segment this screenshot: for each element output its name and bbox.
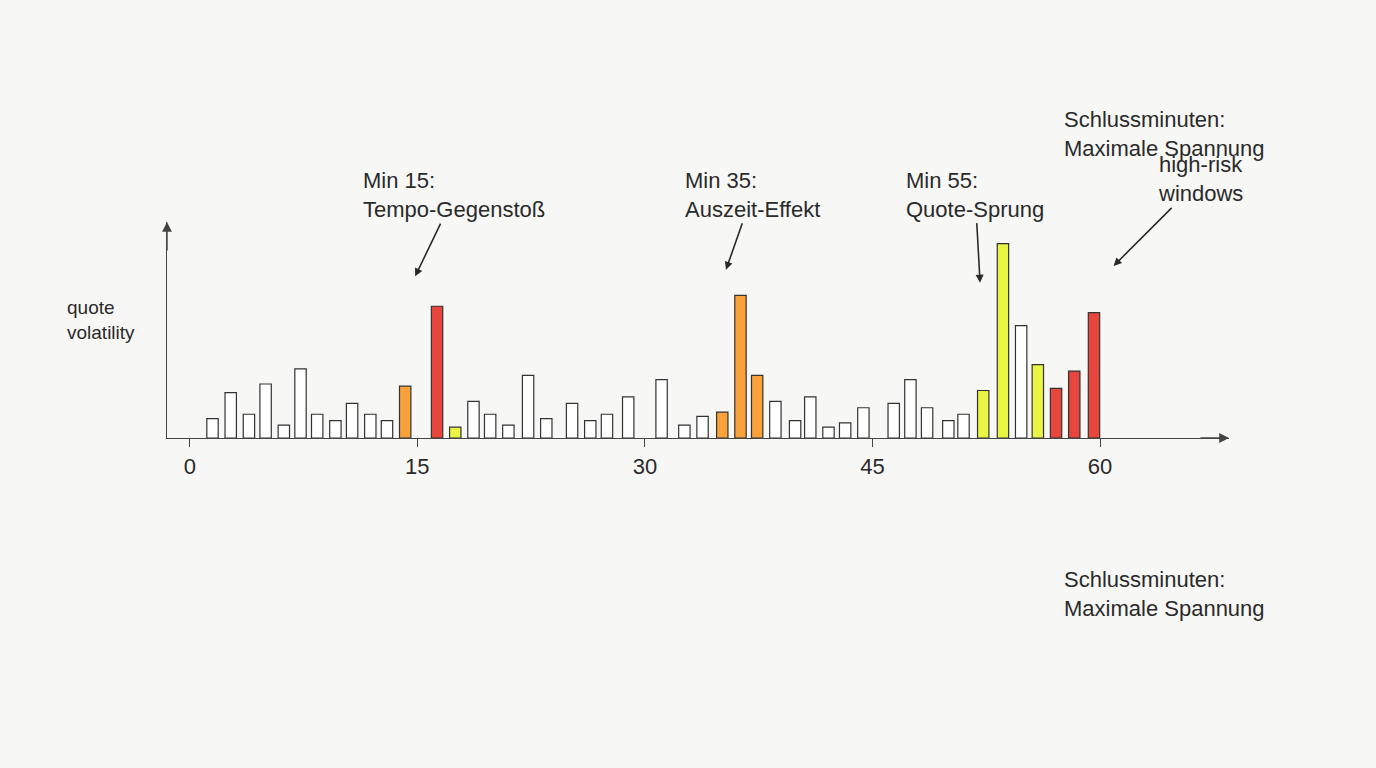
svg-text:Min 15:Tempo-Gegenstoß: Min 15:Tempo-Gegenstoß [363,168,545,222]
svg-text:high-riskwindows: high-riskwindows [1158,152,1243,206]
svg-text:Min 35:Auszeit-Effekt: Min 35:Auszeit-Effekt [685,168,820,222]
svg-text:Schlussminuten:Maximale Spannu: Schlussminuten:Maximale Spannung [1064,107,1265,161]
svg-text:Schlussminuten:Maximale Spannu: Schlussminuten:Maximale Spannung [1064,567,1265,621]
svg-text:15: 15 [405,454,429,479]
svg-text:Min 55:Quote-Sprung: Min 55:Quote-Sprung [906,168,1044,222]
svg-text:45: 45 [860,454,884,479]
svg-text:0: 0 [184,454,196,479]
svg-text:quotevolatility: quotevolatility [67,297,135,343]
svg-text:60: 60 [1088,454,1112,479]
svg-text:30: 30 [633,454,657,479]
